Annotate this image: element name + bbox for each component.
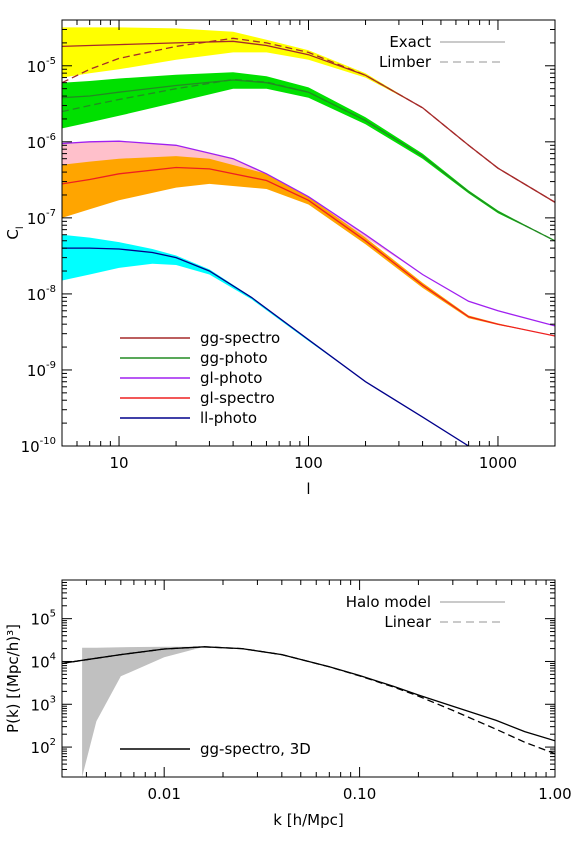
y-tick-exponent: -8 bbox=[46, 284, 56, 295]
line-gl-spectro bbox=[62, 166, 555, 337]
x-tick-label: 0.10 bbox=[343, 785, 376, 803]
y-tick-exponent: 4 bbox=[50, 651, 56, 662]
dashed-line-gg-spectro bbox=[62, 37, 555, 203]
legend-label: gg-spectro bbox=[200, 329, 280, 347]
x-tick-label: 1.00 bbox=[538, 785, 571, 803]
y-axis-label: P(k) [(Mpc/h)³] bbox=[4, 624, 22, 733]
y-tick-base: 10 bbox=[27, 58, 46, 76]
y-tick-label: 104 bbox=[31, 651, 56, 671]
band-gg-photo bbox=[62, 72, 555, 241]
y-axis-label-subscript: l bbox=[15, 226, 26, 229]
y-tick-base: 10 bbox=[27, 362, 46, 380]
style-legend-label: Limber bbox=[379, 53, 432, 71]
y-tick-label: 10-10 bbox=[21, 436, 56, 456]
x-tick-label: 100 bbox=[294, 454, 323, 472]
line-gl-photo bbox=[62, 140, 555, 327]
y-tick-label: 10-5 bbox=[27, 56, 56, 76]
line-gg-spectro bbox=[62, 40, 555, 203]
legend-label: gl-spectro bbox=[200, 389, 275, 407]
y-tick-exponent: -10 bbox=[40, 436, 56, 447]
y-tick-base: 10 bbox=[31, 739, 50, 757]
y-axis-label: Cl bbox=[4, 226, 26, 239]
legend-label: gg-photo bbox=[200, 349, 268, 367]
x-tick-label: 1000 bbox=[479, 454, 517, 472]
y-tick-base: 10 bbox=[27, 286, 46, 304]
style-legend-label: Halo model bbox=[346, 593, 431, 611]
y-tick-base: 10 bbox=[21, 438, 40, 456]
y-tick-base: 10 bbox=[31, 611, 50, 629]
y-tick-exponent: -5 bbox=[46, 56, 56, 67]
y-tick-label: 10-7 bbox=[27, 208, 56, 228]
y-tick-base: 10 bbox=[31, 653, 50, 671]
y-tick-label: 10-6 bbox=[27, 132, 56, 152]
y-tick-exponent: 5 bbox=[50, 609, 56, 620]
x-axis-label: l bbox=[306, 480, 310, 498]
y-axis-label-text: C bbox=[4, 229, 22, 239]
legend-label: gg-spectro, 3D bbox=[200, 740, 311, 758]
band-ll-photo bbox=[62, 234, 469, 446]
y-tick-base: 10 bbox=[27, 210, 46, 228]
legend-label: ll-photo bbox=[200, 409, 257, 427]
plot-area bbox=[62, 646, 555, 777]
x-tick-label: 0.01 bbox=[147, 785, 180, 803]
chart-panel-1: 10 100 100010-1010-910-810-710-610-5lClExa… bbox=[4, 19, 556, 498]
line-ll-photo bbox=[62, 247, 470, 446]
style-legend-label: Linear bbox=[384, 613, 431, 631]
x-tick-label: 10 bbox=[109, 454, 128, 472]
dashed-line-gg-spectro-3d bbox=[62, 646, 555, 755]
y-tick-base: 10 bbox=[27, 134, 46, 152]
y-tick-exponent: -6 bbox=[46, 132, 56, 143]
y-tick-label: 10-9 bbox=[27, 360, 56, 380]
y-tick-exponent: -9 bbox=[46, 360, 56, 371]
y-tick-exponent: 2 bbox=[50, 737, 56, 748]
legend-label: gl-photo bbox=[200, 369, 262, 387]
style-legend-label: Exact bbox=[389, 33, 431, 51]
band-gg-spectro-3d bbox=[82, 646, 205, 777]
y-tick-label: 10-8 bbox=[27, 284, 56, 304]
y-tick-exponent: -7 bbox=[46, 208, 56, 219]
y-axis-label-text: P(k) [(Mpc/h)³] bbox=[4, 624, 22, 733]
y-tick-exponent: 3 bbox=[50, 694, 56, 705]
y-tick-label: 102 bbox=[31, 737, 56, 757]
y-tick-label: 105 bbox=[31, 609, 56, 629]
y-tick-label: 103 bbox=[31, 694, 56, 714]
x-axis-label: k [h/Mpc] bbox=[273, 811, 343, 829]
plot-area bbox=[62, 27, 555, 446]
y-tick-base: 10 bbox=[31, 696, 50, 714]
dashed-line-gg-photo bbox=[62, 78, 555, 242]
